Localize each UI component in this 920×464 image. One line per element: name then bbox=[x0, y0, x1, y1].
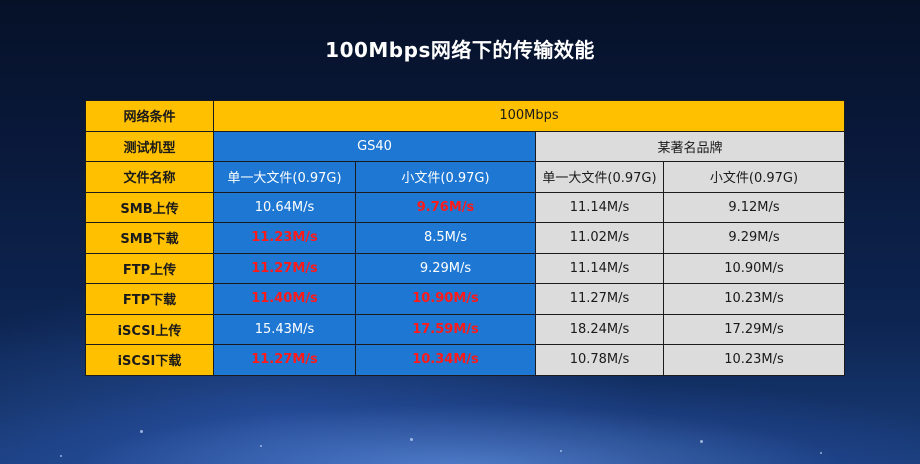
table-row: iSCSI下载 11.27M/s 10.34M/s 10.78M/s 10.23… bbox=[85, 344, 845, 376]
table-row: iSCSI上传 15.43M/s 17.59M/s 18.24M/s 17.29… bbox=[85, 313, 845, 345]
gs40-small-value: 8.5M/s bbox=[355, 222, 536, 254]
model-label: 测试机型 bbox=[85, 130, 214, 162]
brand-small-value: 10.90M/s bbox=[663, 252, 845, 284]
brand-large-value: 18.24M/s bbox=[535, 313, 664, 345]
row-label: iSCSI下载 bbox=[85, 344, 214, 376]
brand-small-value: 10.23M/s bbox=[663, 283, 845, 315]
gs40-large-value: 11.40M/s bbox=[213, 283, 356, 315]
gs40-small-value: 9.76M/s bbox=[355, 191, 536, 223]
gs40-large-value: 11.27M/s bbox=[213, 252, 356, 284]
gs40-large-value: 11.23M/s bbox=[213, 222, 356, 254]
gs40-small-value: 10.34M/s bbox=[355, 344, 536, 376]
page-title: 100Mbps网络下的传输效能 bbox=[325, 38, 595, 62]
model-gs40: GS40 bbox=[213, 130, 536, 162]
row-label: iSCSI上传 bbox=[85, 313, 214, 345]
table-row: SMB下载 11.23M/s 8.5M/s 11.02M/s 9.29M/s bbox=[85, 222, 845, 254]
file-row: 文件名称 单一大文件(0.97G) 小文件(0.97G) 单一大文件(0.97G… bbox=[85, 161, 845, 193]
model-row: 测试机型 GS40 某著名品牌 bbox=[85, 130, 845, 162]
brand-large-value: 11.27M/s bbox=[535, 283, 664, 315]
brand-large-value: 11.02M/s bbox=[535, 222, 664, 254]
model-brand: 某著名品牌 bbox=[535, 130, 845, 162]
gs40-large-value: 15.43M/s bbox=[213, 313, 356, 345]
file-label: 文件名称 bbox=[85, 161, 214, 193]
brand-large-value: 11.14M/s bbox=[535, 191, 664, 223]
file-col-gs40-small: 小文件(0.97G) bbox=[355, 161, 536, 193]
brand-small-value: 10.23M/s bbox=[663, 344, 845, 376]
row-label: FTP下载 bbox=[85, 283, 214, 315]
brand-small-value: 17.29M/s bbox=[663, 313, 845, 345]
gs40-small-value: 17.59M/s bbox=[355, 313, 536, 345]
file-col-brand-small: 小文件(0.97G) bbox=[663, 161, 845, 193]
network-row: 网络条件 100Mbps bbox=[85, 100, 845, 132]
row-label: FTP上传 bbox=[85, 252, 214, 284]
gs40-small-value: 10.90M/s bbox=[355, 283, 536, 315]
table-row: FTP上传 11.27M/s 9.29M/s 11.14M/s 10.90M/s bbox=[85, 252, 845, 284]
performance-table: 网络条件 100Mbps 测试机型 GS40 某著名品牌 文件名称 单一大文件(… bbox=[85, 100, 845, 376]
file-col-brand-large: 单一大文件(0.97G) bbox=[535, 161, 664, 193]
file-col-gs40-large: 单一大文件(0.97G) bbox=[213, 161, 356, 193]
row-label: SMB下载 bbox=[85, 222, 214, 254]
table-row: SMB上传 10.64M/s 9.76M/s 11.14M/s 9.12M/s bbox=[85, 191, 845, 223]
network-label: 网络条件 bbox=[85, 100, 214, 132]
gs40-large-value: 11.27M/s bbox=[213, 344, 356, 376]
gs40-large-value: 10.64M/s bbox=[213, 191, 356, 223]
brand-large-value: 11.14M/s bbox=[535, 252, 664, 284]
row-label: SMB上传 bbox=[85, 191, 214, 223]
brand-small-value: 9.29M/s bbox=[663, 222, 845, 254]
network-value: 100Mbps bbox=[213, 100, 845, 132]
brand-large-value: 10.78M/s bbox=[535, 344, 664, 376]
table-row: FTP下载 11.40M/s 10.90M/s 11.27M/s 10.23M/… bbox=[85, 283, 845, 315]
gs40-small-value: 9.29M/s bbox=[355, 252, 536, 284]
brand-small-value: 9.12M/s bbox=[663, 191, 845, 223]
